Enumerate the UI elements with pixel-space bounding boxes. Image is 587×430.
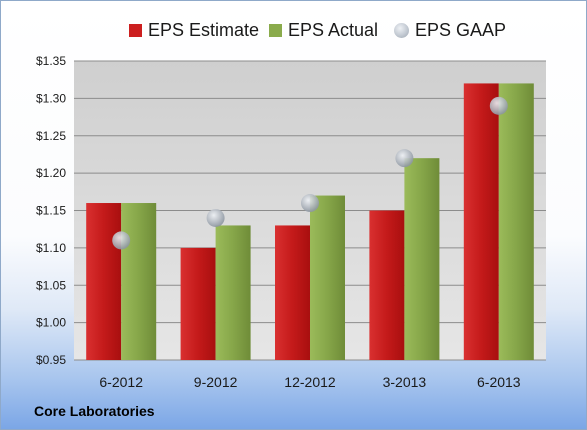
legend-item-eps-estimate: EPS Estimate — [129, 17, 259, 43]
y-tick-label: $1.35 — [36, 54, 66, 68]
marker-eps-gaap — [301, 194, 319, 213]
marker-eps-gaap — [489, 96, 508, 115]
bar-eps-actual — [121, 203, 157, 360]
legend-swatch-eps-actual — [269, 23, 282, 37]
bar-eps-actual — [404, 158, 440, 360]
legend-swatch-eps-estimate — [129, 23, 142, 37]
x-tick-label: 6-2012 — [99, 374, 143, 390]
y-tick-label: $1.25 — [36, 129, 66, 143]
legend-item-eps-actual: EPS Actual — [269, 17, 378, 43]
y-tick-label: $1.00 — [36, 316, 66, 330]
x-tick-label: 9-2012 — [194, 374, 238, 390]
marker-eps-gaap — [112, 231, 131, 250]
marker-eps-gaap — [395, 149, 414, 168]
marker-eps-gaap — [206, 208, 225, 227]
legend-label-eps-actual: EPS Actual — [288, 19, 379, 40]
bars — [86, 83, 534, 361]
x-tick-label: 6-2013 — [477, 374, 521, 390]
company-name: Core Laboratories — [34, 403, 155, 419]
legend: EPS Estimate EPS Actual EPS GAAP — [1, 17, 586, 43]
y-tick-label: $0.95 — [36, 353, 66, 367]
legend-label-eps-gaap: EPS GAAP — [415, 19, 507, 40]
x-tick-label: 3-2013 — [383, 374, 427, 390]
bar-eps-actual — [498, 83, 534, 361]
y-tick-label: $1.05 — [36, 278, 66, 292]
legend-marker-eps-gaap — [394, 22, 409, 38]
y-tick-label: $1.30 — [36, 91, 66, 105]
bar-eps-estimate — [180, 247, 216, 360]
legend-label-eps-estimate: EPS Estimate — [148, 19, 260, 40]
x-axis-tick-labels: 6-2012 9-2012 12-2012 3-2013 6-2013 — [99, 374, 520, 390]
y-tick-label: $1.15 — [36, 204, 66, 218]
bar-eps-estimate — [275, 225, 310, 360]
x-tick-label: 12-2012 — [284, 374, 336, 390]
bar-eps-estimate — [86, 203, 122, 360]
gaap-markers — [112, 96, 508, 250]
bar-eps-actual — [310, 195, 345, 360]
bar-eps-estimate — [369, 210, 405, 360]
bar-eps-actual — [215, 225, 251, 360]
y-axis-tick-labels: $0.95 $1.00 $1.05 $1.10 $1.15 $1.20 $1.25 $1.30… — [36, 54, 66, 367]
bar-eps-estimate — [463, 83, 499, 361]
legend-item-eps-gaap: EPS GAAP — [394, 17, 506, 43]
y-tick-label: $1.10 — [36, 241, 66, 255]
y-tick-label: $1.20 — [36, 166, 66, 180]
